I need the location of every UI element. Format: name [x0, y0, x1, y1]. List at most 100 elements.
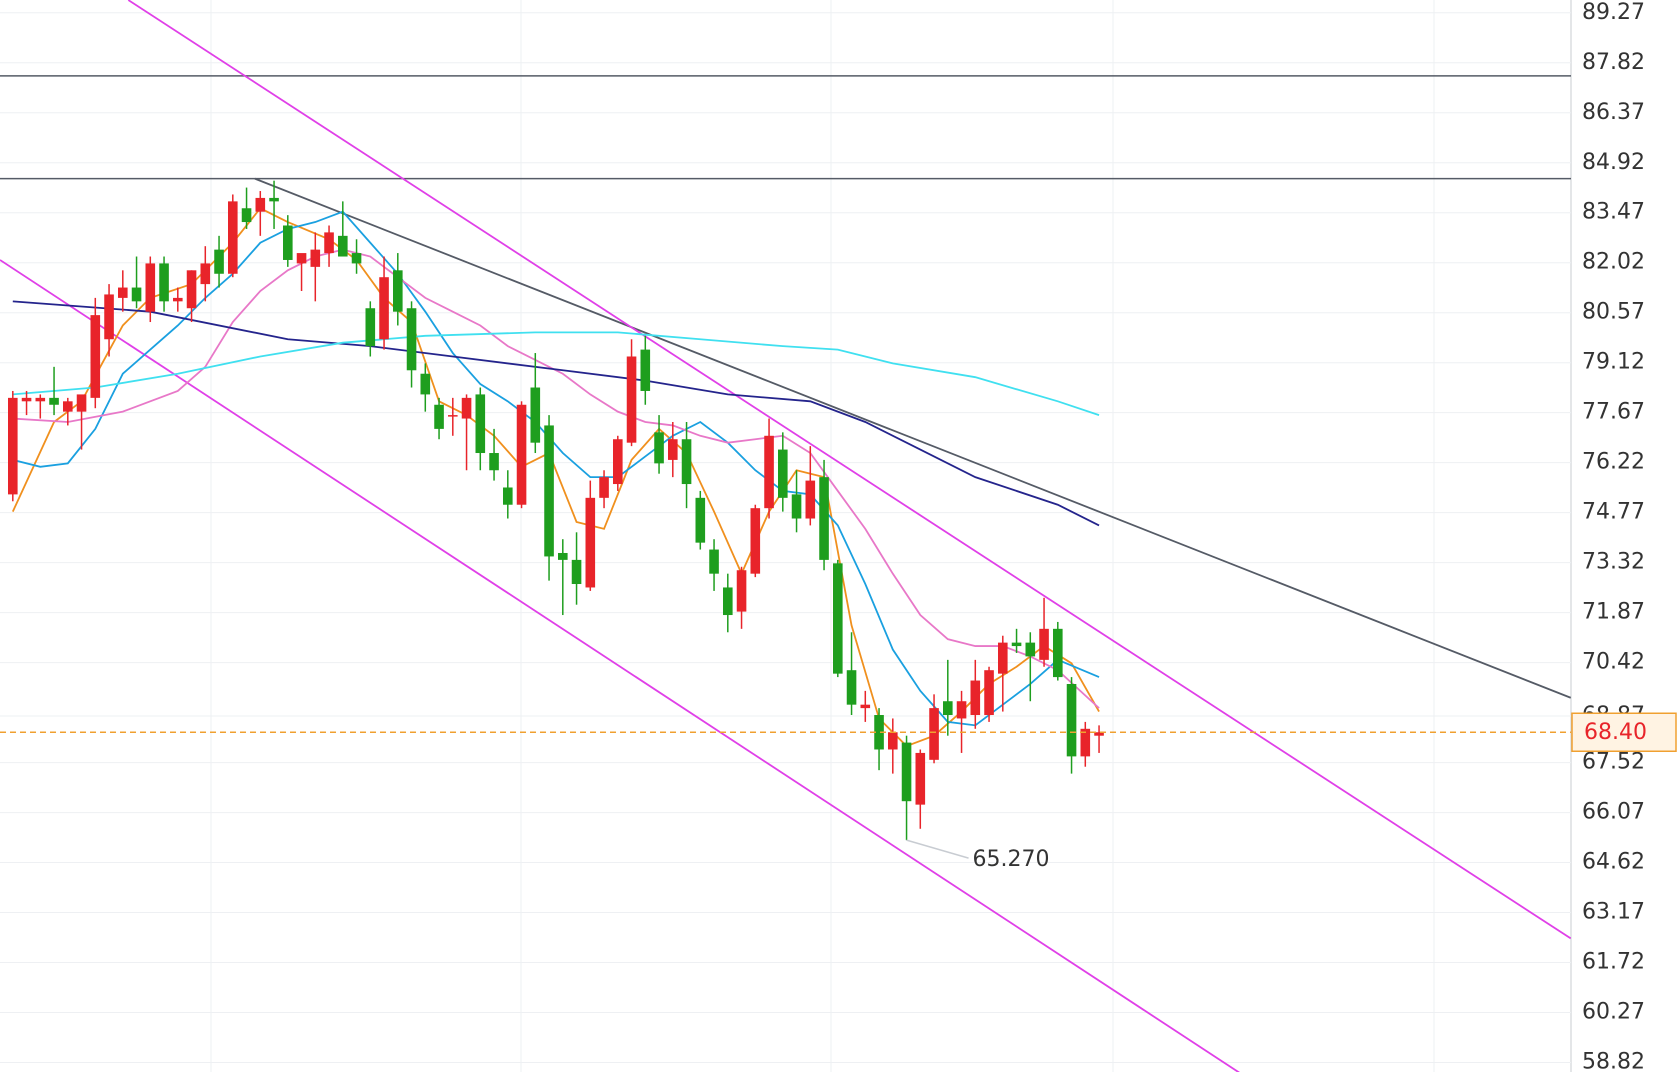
candle-body — [145, 263, 156, 312]
candle-body — [379, 277, 389, 340]
candle-body — [1025, 642, 1036, 657]
annotation-leader — [906, 839, 969, 859]
candle-body — [929, 708, 939, 760]
candle-body — [393, 270, 403, 312]
grid — [0, 12, 1571, 1063]
candle-body — [173, 297, 183, 302]
candle-body — [970, 680, 981, 716]
candle-body — [434, 404, 444, 429]
candle-body — [310, 249, 321, 267]
y-tick-label: 83.47 — [1582, 200, 1645, 225]
candle-body — [571, 559, 582, 585]
candle-body — [365, 308, 376, 347]
y-tick-label: 73.32 — [1582, 550, 1645, 575]
candle-body — [695, 497, 706, 543]
plot: 65.270 — [0, 0, 1571, 1072]
candle-body — [805, 480, 816, 519]
candle-body — [8, 397, 18, 495]
candle-body — [681, 439, 692, 485]
candle-body — [35, 397, 46, 402]
trend-line — [254, 177, 1571, 699]
moving-average — [12, 248, 1100, 709]
candle-body — [21, 397, 32, 402]
candle-body — [791, 494, 802, 519]
candle-body — [131, 287, 142, 302]
candle-body — [241, 208, 252, 223]
candle-body — [888, 732, 898, 750]
candle-body — [943, 701, 953, 716]
candle-body — [585, 497, 596, 588]
candle-body — [998, 642, 1008, 674]
candle-body — [750, 508, 761, 574]
y-tick-label: 61.72 — [1582, 950, 1645, 975]
candle-body — [1066, 683, 1077, 757]
candle-body — [819, 477, 829, 560]
y-tick-label: 67.52 — [1582, 750, 1645, 775]
trend-line — [127, 0, 1571, 940]
candle-body — [159, 263, 169, 302]
last-price-box — [1571, 712, 1677, 752]
y-tick-label: 80.57 — [1582, 300, 1645, 325]
y-tick-label: 84.92 — [1582, 150, 1645, 175]
candle-body — [984, 670, 994, 716]
candle-body — [874, 715, 884, 750]
candle-body — [778, 449, 788, 498]
y-tick-label: 71.87 — [1582, 600, 1645, 625]
y-tick-label: 87.82 — [1582, 50, 1645, 75]
y-tick-label: 70.42 — [1582, 650, 1645, 675]
candle-body — [90, 315, 101, 398]
moving-average — [12, 331, 1100, 416]
candle-body — [901, 742, 912, 802]
candle-body — [104, 294, 114, 340]
candle-body — [489, 453, 499, 471]
y-tick-label: 60.27 — [1582, 1000, 1645, 1025]
candle-body — [833, 563, 843, 674]
candle-body — [764, 435, 774, 509]
candle-body — [214, 249, 224, 274]
candle-body — [448, 415, 458, 417]
candle-body — [76, 394, 87, 412]
candle-body — [915, 752, 926, 805]
candle-body — [406, 308, 417, 371]
candle-body — [283, 225, 293, 260]
low-annotation: 65.270 — [973, 847, 1050, 872]
y-tick-label: 82.02 — [1582, 250, 1645, 275]
y-tick-label: 64.62 — [1582, 850, 1645, 875]
candle-body — [846, 670, 857, 705]
moving-average — [12, 300, 1100, 527]
candle-body — [49, 397, 59, 405]
candle-body — [613, 439, 623, 485]
candle-body — [228, 201, 238, 274]
candle-body — [255, 197, 266, 212]
candle-body — [956, 701, 967, 719]
candle-body — [860, 704, 871, 709]
candle-body — [544, 425, 554, 557]
candle-body — [654, 432, 664, 464]
candle-body — [599, 477, 609, 498]
y-tick-label: 63.17 — [1582, 900, 1645, 925]
y-tick-label: 77.67 — [1582, 400, 1645, 425]
y-tick-label: 79.12 — [1582, 350, 1645, 375]
candle-body — [1053, 628, 1063, 678]
trend-line — [0, 259, 1240, 1072]
candle-body — [709, 549, 719, 574]
candle-body — [475, 394, 486, 454]
candle-body — [420, 373, 431, 395]
moving-average — [11, 207, 1100, 748]
candle-body — [118, 287, 128, 298]
y-tick-label: 58.82 — [1582, 1050, 1645, 1072]
candle-body — [338, 235, 348, 257]
candle-body — [558, 552, 568, 560]
last-price-label: 68.40 — [1584, 720, 1647, 745]
candle-body — [1080, 728, 1091, 757]
candle-body — [668, 439, 678, 460]
candle-body — [503, 487, 513, 505]
candle-body — [1011, 642, 1022, 647]
candle-body — [186, 270, 197, 309]
y-tick-label: 74.77 — [1582, 500, 1645, 525]
y-tick-label: 76.22 — [1582, 450, 1645, 475]
candle-body — [723, 587, 733, 616]
candle-body — [530, 387, 541, 443]
y-tick-label: 86.37 — [1582, 100, 1645, 125]
